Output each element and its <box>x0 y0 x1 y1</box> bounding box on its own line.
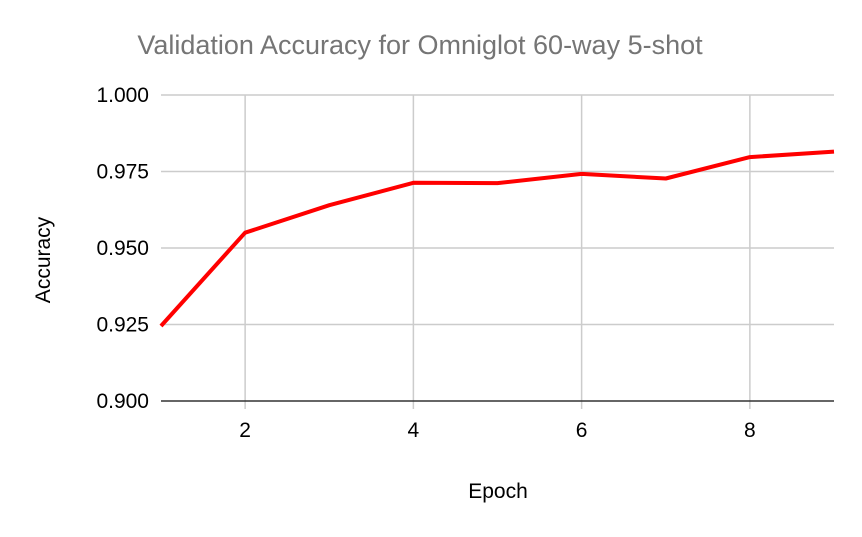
series-layer <box>161 152 834 326</box>
series-line <box>161 152 834 326</box>
y-tick-label: 0.950 <box>96 237 149 260</box>
x-tick-label: 8 <box>744 419 756 442</box>
y-tick-label: 0.925 <box>96 314 149 337</box>
chart-title: Validation Accuracy for Omniglot 60-way … <box>137 30 703 60</box>
y-tick-label: 0.900 <box>96 390 149 413</box>
gridlines <box>161 95 834 409</box>
y-axis-title: Accuracy <box>32 216 55 303</box>
x-tick-label: 4 <box>408 419 420 442</box>
y-tick-label: 1.000 <box>96 84 149 107</box>
y-tick-label: 0.975 <box>96 161 149 184</box>
x-tick-label: 6 <box>576 419 588 442</box>
x-axis-title: Epoch <box>468 480 528 503</box>
tick-labels: 0.900 0.925 0.950 0.975 1.000 2 4 6 8 <box>96 84 755 442</box>
x-tick-label: 2 <box>239 419 251 442</box>
